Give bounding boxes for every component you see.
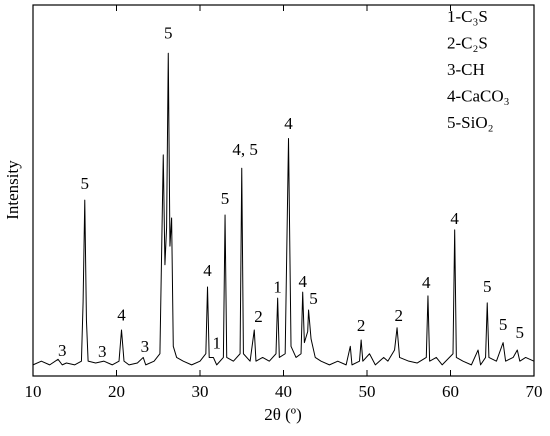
peak-label: 5 [309, 289, 318, 308]
x-tick-label: 40 [275, 382, 292, 401]
x-tick-label: 70 [526, 382, 543, 401]
peak-label: 4 [450, 209, 459, 228]
legend-entry: 4-CaCO₃ [447, 86, 510, 105]
x-tick-label: 60 [442, 382, 459, 401]
peak-label: 2 [394, 306, 403, 325]
legend-entry: 5-SiO₂ [447, 113, 494, 132]
peak-label: 3 [58, 341, 67, 360]
peak-label: 4, 5 [232, 140, 258, 159]
legend-entry: 2-C₂S [447, 33, 488, 52]
peak-label: 1 [273, 278, 282, 297]
x-axis-label: 2θ (º) [264, 405, 302, 424]
legend-entry: 3-CH [447, 60, 485, 79]
xrd-line [32, 52, 535, 366]
peak-label: 5 [483, 277, 492, 296]
peak-label: 5 [516, 323, 525, 342]
peak-label: 1 [212, 334, 221, 353]
x-tick-label: 30 [192, 382, 209, 401]
peak-label: 4 [203, 261, 212, 280]
peak-label: 5 [81, 174, 90, 193]
peak-label: 2 [357, 316, 366, 335]
peak-label: 2 [254, 307, 263, 326]
peak-label: 3 [141, 337, 150, 356]
x-tick-label: 50 [359, 382, 376, 401]
peak-label: 4 [298, 272, 307, 291]
peak-label: 3 [98, 342, 107, 361]
x-tick-label: 20 [108, 382, 125, 401]
peak-label: 4 [284, 114, 293, 133]
x-tick-label: 10 [25, 382, 42, 401]
legend-entry: 1-C₃S [447, 7, 488, 26]
peak-label: 5 [221, 189, 230, 208]
peak-label: 5 [499, 315, 508, 334]
peak-label: 4 [117, 306, 126, 325]
peak-label: 4 [422, 273, 431, 292]
peak-label: 5 [164, 24, 173, 43]
y-axis-label: Intensity [3, 160, 22, 220]
